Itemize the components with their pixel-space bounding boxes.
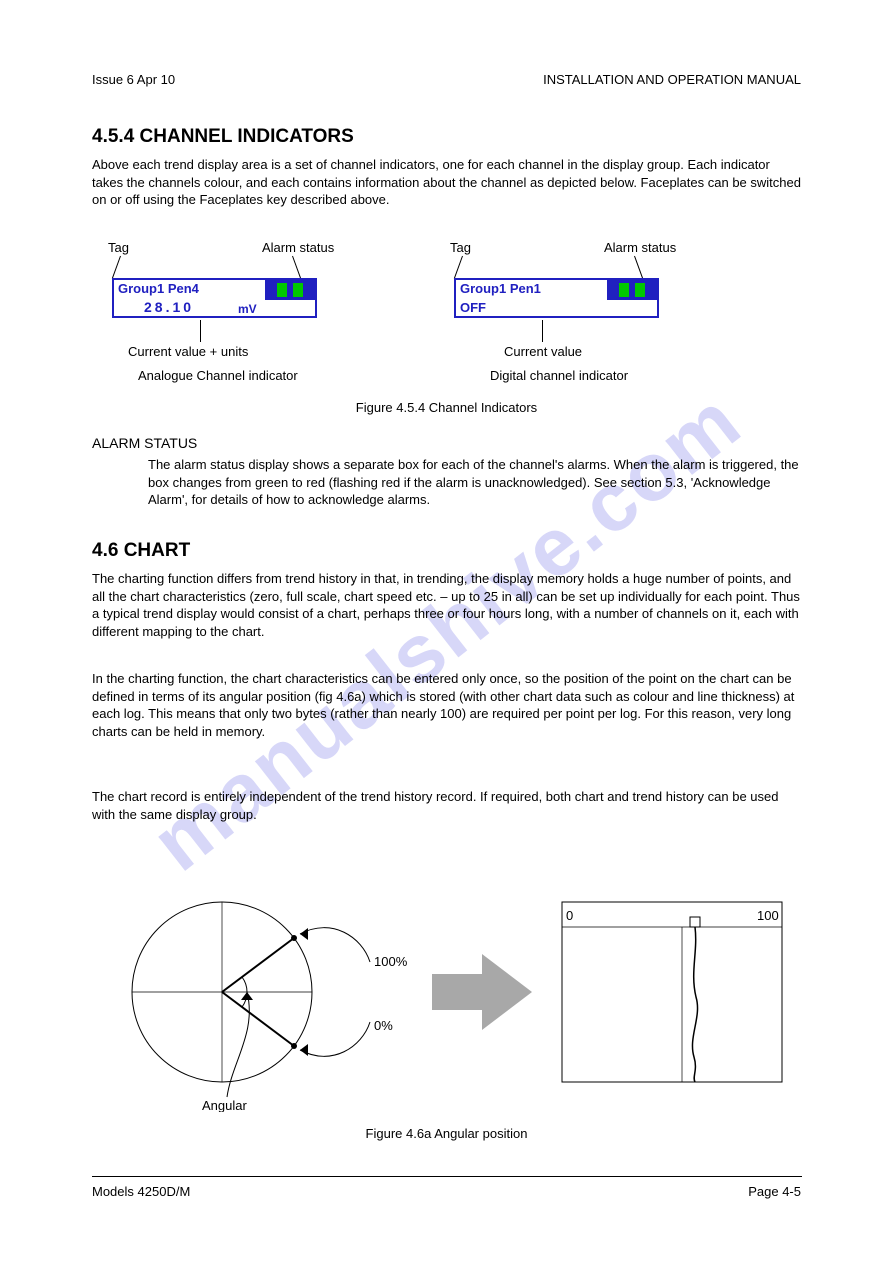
angular-position-svg: 100% 0% Angular position 0 100 xyxy=(92,882,802,1112)
leader-line xyxy=(292,256,301,279)
footer-model: Models 4250D/M xyxy=(92,1184,190,1199)
label-tag-digital: Tag xyxy=(450,240,471,255)
sec1-intro-para: Above each trend display area is a set o… xyxy=(92,156,802,209)
figure-caption-4-5-4: Figure 4.5.4 Channel Indicators xyxy=(0,400,893,415)
alarm-status-heading: ALARM STATUS xyxy=(92,434,802,453)
section-channel-indicators-title: 4.5.4 CHANNEL INDICATORS xyxy=(92,126,354,148)
header-doc-title: INSTALLATION AND OPERATION MANUAL xyxy=(543,72,801,87)
page: manualshive.com Issue 6 Apr 10 INSTALLAT… xyxy=(0,0,893,1263)
leader-line xyxy=(112,256,121,279)
caption-digital-indicator: Digital channel indicator xyxy=(490,368,628,383)
label-angular: Angular xyxy=(202,1098,247,1112)
figure-caption-4-6a: Figure 4.6a Angular position xyxy=(0,1126,893,1141)
label-rect-0: 0 xyxy=(566,908,573,923)
sec2-para3: The chart record is entirely independent… xyxy=(92,788,802,823)
leader-line xyxy=(454,256,463,279)
alarm-box-1 xyxy=(619,283,629,297)
label-100pct: 100% xyxy=(374,954,408,969)
label-alarm-status-analog: Alarm status xyxy=(262,240,334,255)
digital-channel-indicator: Group1 Pen1 OFF xyxy=(454,278,659,318)
analogue-tag: Group1 Pen4 xyxy=(118,281,199,296)
sec2-para1: The charting function differs from trend… xyxy=(92,570,802,640)
digital-status: OFF xyxy=(460,300,486,315)
label-current-value-digital: Current value xyxy=(504,344,582,359)
alarm-box-1 xyxy=(277,283,287,297)
alarm-status-body: The alarm status display shows a separat… xyxy=(148,456,802,509)
alarm-box-2 xyxy=(293,283,303,297)
arrow-icon xyxy=(432,954,532,1030)
footer-rule xyxy=(92,1176,802,1177)
label-0pct: 0% xyxy=(374,1018,393,1033)
sec2-para2: In the charting function, the chart char… xyxy=(92,670,802,740)
analogue-value: 28.10 xyxy=(144,299,194,315)
leader-line xyxy=(634,256,643,279)
analogue-unit: mV xyxy=(238,302,257,316)
digital-alarm-status xyxy=(607,280,657,300)
alarm-box-2 xyxy=(635,283,645,297)
section-chart-title: 4.6 CHART xyxy=(92,540,190,562)
analogue-alarm-status xyxy=(265,280,315,300)
footer-page: Page 4-5 xyxy=(748,1184,801,1199)
figure-4-6a-diagram: 100% 0% Angular position 0 100 xyxy=(92,882,802,1112)
caption-analogue-indicator: Analogue Channel indicator xyxy=(138,368,298,383)
leader-line xyxy=(200,320,201,342)
analogue-channel-indicator: Group1 Pen4 28.10 mV xyxy=(112,278,317,318)
digital-tag: Group1 Pen1 xyxy=(460,281,541,296)
leader-line xyxy=(542,320,543,342)
label-tag-analog: Tag xyxy=(108,240,129,255)
label-rect-100: 100 xyxy=(757,908,779,923)
label-alarm-status-digital: Alarm status xyxy=(604,240,676,255)
header-issue: Issue 6 Apr 10 xyxy=(92,72,175,87)
label-current-value-units: Current value + units xyxy=(128,344,248,359)
